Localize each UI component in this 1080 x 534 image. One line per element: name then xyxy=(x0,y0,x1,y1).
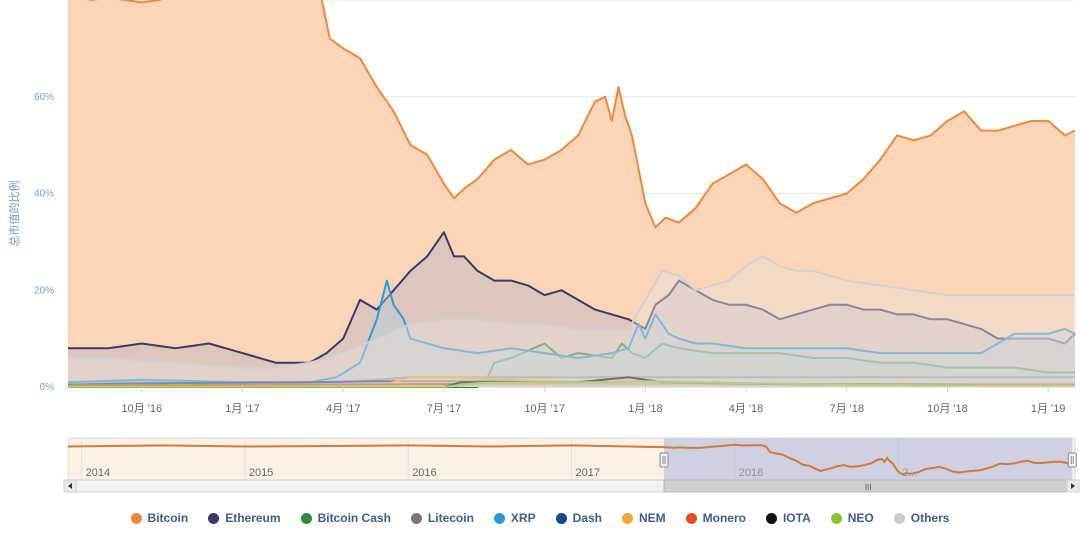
legend-label: Dash xyxy=(572,511,602,525)
legend-marker-icon xyxy=(208,512,220,524)
x-tick-label: 4月 '17 xyxy=(326,403,361,415)
y-tick-label: 40% xyxy=(34,189,54,200)
x-tick-label: 10月 '16 xyxy=(122,403,163,415)
legend-item-bitcoin[interactable]: Bitcoin xyxy=(130,511,189,525)
legend-item-ethereum[interactable]: Ethereum xyxy=(208,511,281,525)
legend-label: Others xyxy=(910,511,950,525)
x-tick-label: 4月 '18 xyxy=(729,403,764,415)
y-axis-label: 总市值的比例 xyxy=(7,181,21,247)
legend-item-neo[interactable]: NEO xyxy=(830,511,874,525)
navigator-handle-right[interactable] xyxy=(1067,452,1077,468)
legend-marker-icon xyxy=(830,512,842,524)
x-tick-label: 1月 '19 xyxy=(1031,403,1066,415)
dominance-chart: 0%20%40%60% 10月 '16 1月 '17 4月 '17 7月 '17 10月… xyxy=(7,0,1076,415)
series-layer xyxy=(67,0,1076,388)
x-tick-label: 10月 '17 xyxy=(524,403,565,415)
series-xrp xyxy=(67,279,1076,387)
series-area xyxy=(68,343,1075,387)
legend-label: XRP xyxy=(510,511,536,525)
legend-item-monero[interactable]: Monero xyxy=(685,511,746,525)
navigator-year-label: 2014 xyxy=(86,467,110,479)
legend-label: Litecoin xyxy=(427,511,474,525)
legend-label: Bitcoin xyxy=(147,511,189,525)
legend-marker-icon xyxy=(130,512,142,524)
legend-item-others[interactable]: Others xyxy=(893,511,950,525)
y-tick-label: 20% xyxy=(34,285,54,296)
legend-item-bitcoin-cash[interactable]: Bitcoin Cash xyxy=(300,511,391,525)
y-tick-label: 0% xyxy=(40,382,55,393)
legend-marker-icon xyxy=(555,512,567,524)
legend-label: Monero xyxy=(702,511,746,525)
legend-marker-icon xyxy=(893,512,905,524)
series-bitcoin-cash xyxy=(68,342,1075,388)
legend-item-iota[interactable]: IOTA xyxy=(765,511,811,525)
legend-marker-icon xyxy=(765,512,777,524)
series-area xyxy=(68,280,1075,387)
navigator-year-label: 2017 xyxy=(576,467,600,479)
x-tick-label: 1月 '18 xyxy=(628,403,663,415)
navigator-series-line xyxy=(67,443,1073,476)
scrollbar-left-arrow[interactable] xyxy=(63,479,77,493)
legend-marker-icon xyxy=(685,512,697,524)
navigator-year-label: 2016 xyxy=(412,467,436,479)
legend-label: IOTA xyxy=(782,511,811,525)
series-area xyxy=(68,0,1075,387)
series-line xyxy=(68,255,1075,369)
series-bitcoin xyxy=(68,0,1076,387)
legend-marker-icon xyxy=(493,512,505,524)
series-others xyxy=(68,255,1075,387)
legend-item-nem[interactable]: NEM xyxy=(621,511,666,525)
navigator-year-label: 2015 xyxy=(249,467,273,479)
legend-marker-icon xyxy=(410,512,422,524)
series-line xyxy=(68,231,1076,364)
y-axis: 0% 20% 40% 60% xyxy=(34,92,54,393)
series-line xyxy=(67,279,1076,384)
legend: Bitcoin Ethereum Bitcoin Cash Litecoin XRP Da… xyxy=(0,508,1080,528)
x-axis: 10月 '16 1月 '17 4月 '17 7月 '17 10月 '17 1月 '18 4月… xyxy=(122,387,1066,415)
series-neo xyxy=(68,380,1075,388)
navigator-selection[interactable] xyxy=(664,438,1073,480)
navigator-handle-left[interactable] xyxy=(659,452,669,468)
x-tick-label: 7月 '17 xyxy=(427,403,462,415)
y-tick-label: 60% xyxy=(34,92,54,103)
series-area xyxy=(68,381,1075,387)
legend-marker-icon xyxy=(300,512,312,524)
legend-label: Ethereum xyxy=(225,511,281,525)
legend-label: NEO xyxy=(847,511,874,525)
legend-marker-icon xyxy=(621,512,633,524)
series-line xyxy=(68,380,1075,388)
x-tick-label: 1月 '17 xyxy=(225,403,260,415)
legend-item-dash[interactable]: Dash xyxy=(555,511,602,525)
legend-item-xrp[interactable]: XRP xyxy=(493,511,536,525)
range-navigator[interactable]: 201420152016201720182...III xyxy=(0,430,1080,494)
scrollbar-right-arrow[interactable] xyxy=(1066,479,1080,493)
series-line xyxy=(86,0,1076,229)
legend-item-litecoin[interactable]: Litecoin xyxy=(410,511,474,525)
scrollbar-grip: III xyxy=(865,483,872,492)
series-area xyxy=(68,256,1075,387)
legend-label: NEM xyxy=(638,511,666,525)
series-line xyxy=(68,342,1075,388)
x-tick-label: 10月 '18 xyxy=(927,403,968,415)
legend-label: Bitcoin Cash xyxy=(317,511,391,525)
x-tick-label: 7月 '18 xyxy=(829,403,864,415)
